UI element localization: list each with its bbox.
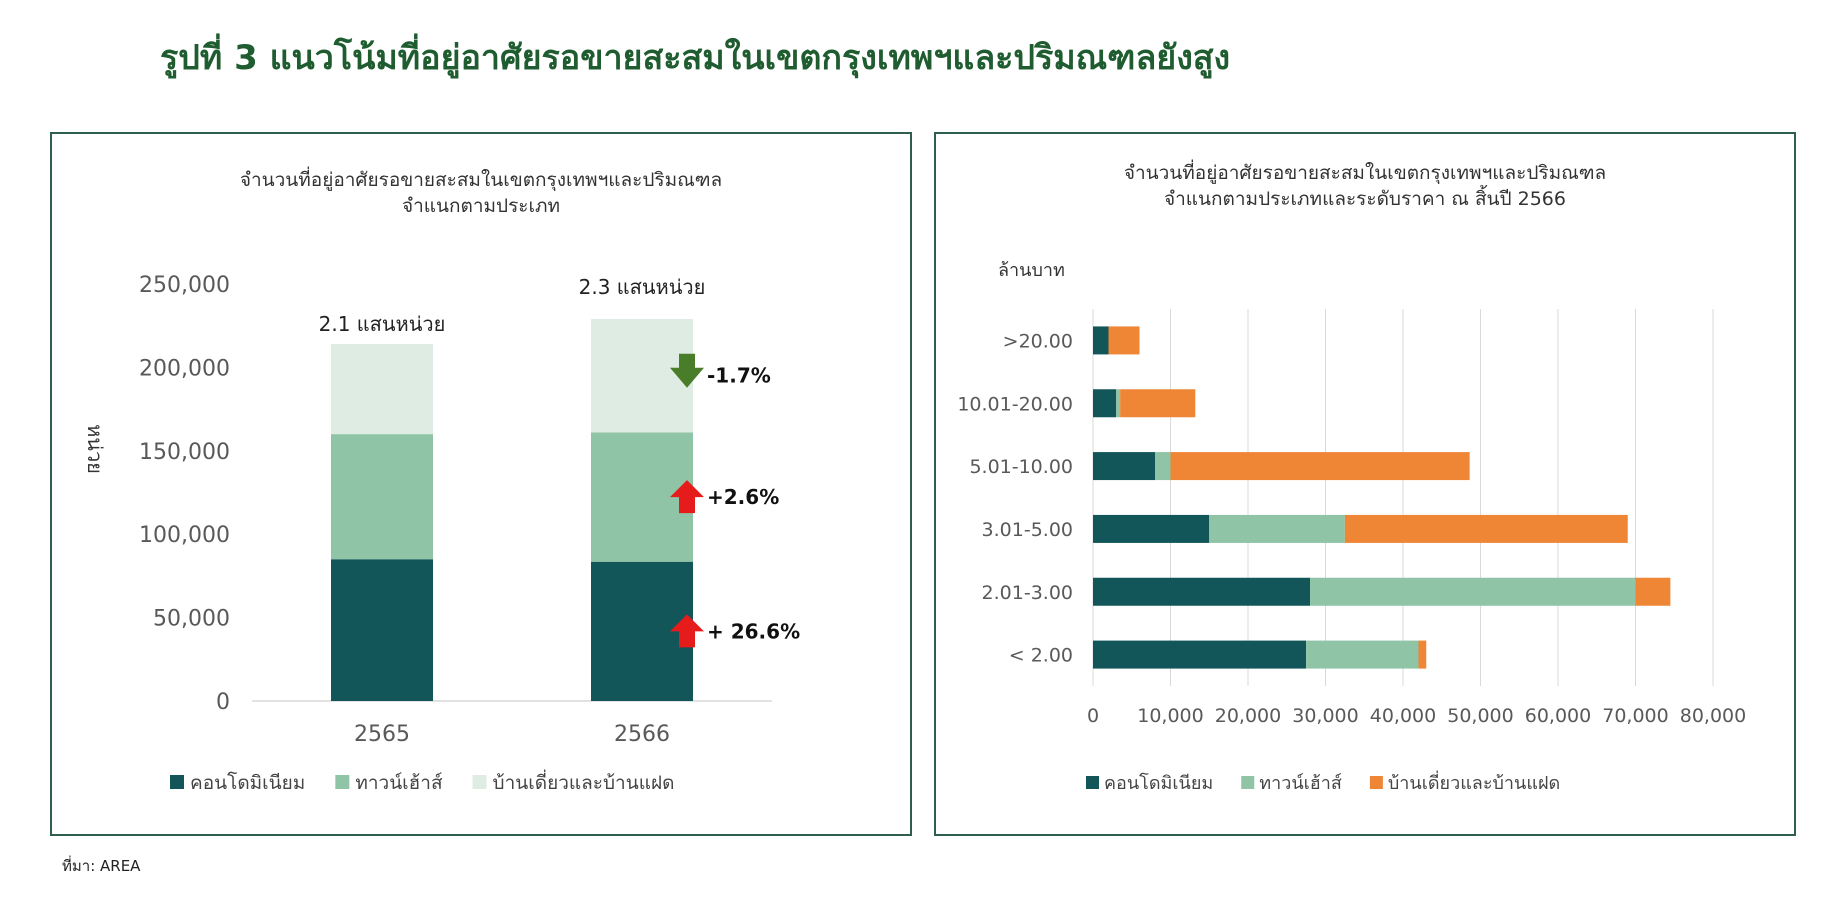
right-chart-panel: จำนวนที่อยู่อาศัยรอขายสะสมในเขตกรุงเทพฯแ… bbox=[934, 132, 1796, 836]
y-tick-label: 0 bbox=[216, 690, 230, 715]
x-tick-label: 80,000 bbox=[1680, 705, 1746, 727]
bar-segment bbox=[1635, 577, 1671, 606]
bar-segment bbox=[1093, 514, 1210, 543]
up-arrow-icon bbox=[670, 614, 704, 648]
x-tick-label: 40,000 bbox=[1370, 705, 1436, 727]
x-tick-label: 30,000 bbox=[1292, 705, 1358, 727]
bar-segment bbox=[1310, 577, 1636, 606]
chart-title-line: จำแนกตามประเภทและระดับราคา ณ สิ้นปี 2566 bbox=[1164, 185, 1566, 210]
y-tick-label: 10.01-20.00 bbox=[957, 393, 1073, 415]
bar-segment bbox=[1120, 389, 1196, 418]
y-axis-label: ล้านบาท bbox=[998, 260, 1065, 281]
x-tick-label: 20,000 bbox=[1215, 705, 1281, 727]
y-tick-label: < 2.00 bbox=[1009, 645, 1073, 667]
x-tick-label: 70,000 bbox=[1602, 705, 1668, 727]
legend-swatch bbox=[1369, 776, 1383, 789]
bar-segment bbox=[1108, 326, 1140, 355]
legend-swatch bbox=[1241, 776, 1255, 789]
bar-segment bbox=[331, 559, 433, 701]
y-tick-label: 250,000 bbox=[139, 273, 230, 298]
chart-title-line: จำนวนที่อยู่อาศัยรอขายสะสมในเขตกรุงเทพฯแ… bbox=[1124, 159, 1606, 185]
bar-segment bbox=[1093, 326, 1109, 355]
legend-swatch bbox=[472, 775, 487, 789]
x-tick-label: 50,000 bbox=[1447, 705, 1513, 727]
change-label: +2.6% bbox=[707, 485, 779, 509]
bar-segment bbox=[591, 561, 693, 701]
total-label: 2.3 แสนหน่วย bbox=[579, 275, 706, 299]
figure-title: รูปที่ 3 แนวโน้มที่อยู่อาศัยรอขายสะสมในเ… bbox=[160, 38, 1231, 78]
source-note: ที่มา: AREA bbox=[62, 857, 141, 875]
stacked-bar-chart: จำนวนที่อยู่อาศัยรอขายสะสมในเขตกรุงเทพฯแ… bbox=[957, 159, 1746, 794]
y-tick-label: 200,000 bbox=[139, 356, 230, 381]
y-tick-label: >20.00 bbox=[1003, 330, 1073, 352]
x-tick-label: 10,000 bbox=[1137, 705, 1203, 727]
up-arrow-icon bbox=[670, 480, 704, 514]
legend-swatch bbox=[170, 775, 184, 789]
y-tick-label: 2.01-3.00 bbox=[982, 582, 1073, 604]
bar-segment bbox=[1116, 389, 1121, 418]
x-tick-label: 60,000 bbox=[1525, 705, 1591, 727]
y-tick-label: 3.01-5.00 bbox=[982, 519, 1073, 541]
legend-label: คอนโดมิเนียม bbox=[1104, 772, 1213, 794]
bar-segment bbox=[1418, 640, 1427, 669]
down-arrow-icon bbox=[670, 353, 704, 388]
y-tick-label: 100,000 bbox=[139, 523, 230, 548]
chart-title-line: จำแนกตามประเภท bbox=[402, 195, 560, 217]
legend-label: บ้านเดี่ยวและบ้านแฝด bbox=[493, 769, 675, 794]
bar-segment bbox=[1093, 577, 1310, 606]
bar-segment bbox=[331, 344, 433, 435]
bar-segment bbox=[1093, 389, 1117, 418]
x-tick-label: 0 bbox=[1087, 705, 1099, 727]
bar-segment bbox=[1170, 452, 1470, 481]
legend-label: ทาวน์เฮ้าส์ bbox=[355, 772, 443, 794]
legend-swatch bbox=[335, 775, 350, 789]
x-tick-label: 2565 bbox=[354, 722, 410, 747]
bar-segment bbox=[1209, 514, 1345, 543]
bar-segment bbox=[591, 319, 693, 433]
x-tick-label: 2566 bbox=[614, 722, 670, 747]
bar-segment bbox=[331, 434, 433, 560]
bar-segment bbox=[1093, 640, 1307, 669]
bar-segment bbox=[1155, 452, 1171, 481]
bar-segment bbox=[1344, 514, 1628, 543]
y-tick-label: 150,000 bbox=[139, 440, 230, 465]
y-tick-label: 50,000 bbox=[153, 607, 230, 632]
bar-segment bbox=[1306, 640, 1419, 669]
change-label: + 26.6% bbox=[707, 619, 800, 643]
legend-swatch bbox=[1086, 776, 1099, 789]
legend-label: คอนโดมิเนียม bbox=[190, 771, 305, 794]
stacked-column-chart: จำนวนที่อยู่อาศัยรอขายสะสมในเขตกรุงเทพฯแ… bbox=[83, 166, 800, 794]
bar-segment bbox=[1093, 452, 1155, 481]
total-label: 2.1 แสนหน่วย bbox=[319, 312, 446, 336]
y-axis-label: หน่วย bbox=[83, 424, 107, 474]
chart-title-line: จำนวนที่อยู่อาศัยรอขายสะสมในเขตกรุงเทพฯแ… bbox=[240, 166, 722, 192]
change-label: -1.7% bbox=[707, 364, 771, 388]
legend-label: ทาวน์เฮ้าส์ bbox=[1259, 773, 1342, 794]
left-chart-panel: จำนวนที่อยู่อาศัยรอขายสะสมในเขตกรุงเทพฯแ… bbox=[50, 132, 912, 836]
y-tick-label: 5.01-10.00 bbox=[969, 456, 1073, 478]
legend-label: บ้านเดี่ยวและบ้านแฝด bbox=[1388, 770, 1560, 794]
